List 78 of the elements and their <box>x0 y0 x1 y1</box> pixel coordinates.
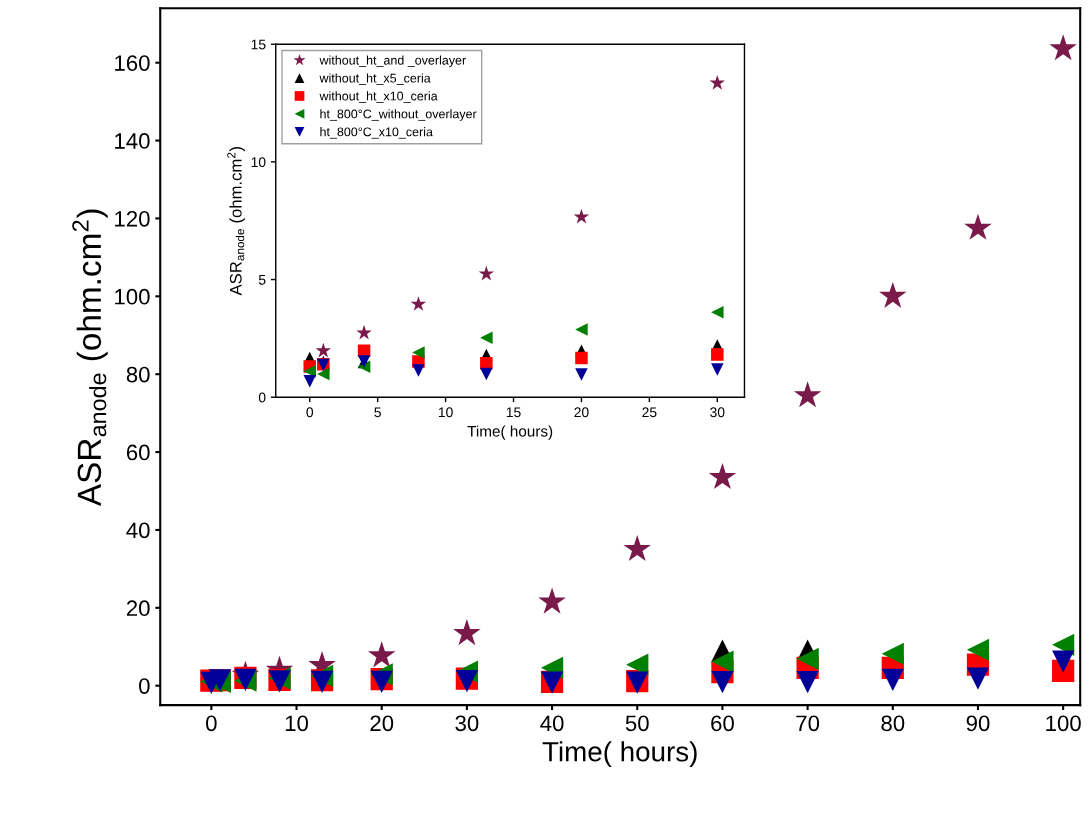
point <box>879 281 907 309</box>
point <box>480 367 493 381</box>
point <box>573 208 590 224</box>
point <box>711 348 724 361</box>
point <box>796 671 819 694</box>
x-tick-label: 10 <box>438 407 453 418</box>
legend-label: without_ht_x10_ceria <box>319 91 438 103</box>
x-tick-label: 0 <box>306 407 314 418</box>
x-axis-title: Time( hours) <box>467 425 553 440</box>
point <box>881 668 904 691</box>
x-tick-label: 15 <box>506 407 521 418</box>
y-tick-label: 80 <box>126 366 150 383</box>
point <box>303 365 316 378</box>
point <box>575 323 588 336</box>
legend-label: ht_800°C_without_overlayer <box>320 109 477 121</box>
point <box>303 374 316 388</box>
y-tick-label: 160 <box>115 55 150 71</box>
x-tick-label: 40 <box>540 715 564 732</box>
y-tick-label: 120 <box>115 210 150 227</box>
point <box>711 363 724 376</box>
x-tick-label: 30 <box>710 407 725 418</box>
x-tick-label: 20 <box>370 715 394 732</box>
x-tick-label: 10 <box>285 715 309 732</box>
x-tick-label: 30 <box>455 715 479 732</box>
y-tick-label: 5 <box>258 275 266 285</box>
x-tick-label: 20 <box>574 407 589 418</box>
point <box>964 213 992 240</box>
y-axis-title: ASR$_{anode}$ (ohm.cm$^{2}$) <box>72 209 108 507</box>
legend-label: ht_800°C_x10_ceria <box>320 127 433 139</box>
y-tick-label: 0 <box>258 392 266 403</box>
point <box>793 381 822 408</box>
y-tick-label: 140 <box>115 133 150 149</box>
x-axis-title: Time( hours) <box>542 741 697 768</box>
point <box>881 642 904 665</box>
point <box>412 346 425 359</box>
point <box>356 324 372 340</box>
point <box>575 368 588 381</box>
point <box>480 331 493 344</box>
point <box>966 667 990 690</box>
y-tick-label: 100 <box>115 288 150 305</box>
point <box>478 265 495 281</box>
point <box>315 342 332 358</box>
point <box>538 587 566 614</box>
point <box>709 74 726 90</box>
x-tick-label: 100 <box>1046 715 1081 732</box>
x-tick-label: 25 <box>642 407 657 418</box>
point <box>711 650 734 673</box>
point <box>575 351 588 365</box>
y-tick-label: 0 <box>139 678 150 694</box>
point <box>453 619 481 646</box>
point <box>623 534 651 562</box>
x-tick-label: 70 <box>796 715 820 732</box>
point <box>796 647 819 670</box>
point <box>367 641 396 668</box>
y-axis-title: ASR$_{anode}$ (ohm.cm$^{2}$) <box>227 147 245 296</box>
y-tick-label: 15 <box>251 39 266 50</box>
y-tick-label: 10 <box>251 157 266 168</box>
x-tick-label: 80 <box>881 715 905 732</box>
point <box>412 364 425 377</box>
point <box>711 306 724 319</box>
point <box>708 462 737 490</box>
point <box>317 367 330 381</box>
point <box>711 671 734 694</box>
y-tick-label: 40 <box>126 522 150 539</box>
x-tick-label: 60 <box>711 715 734 732</box>
x-tick-label: 50 <box>625 715 649 732</box>
legend-label: without_ht_and _overlayer <box>319 55 466 68</box>
y-tick-label: 20 <box>126 600 150 617</box>
y-tick-label: 60 <box>126 444 150 461</box>
x-tick-label: 90 <box>966 715 990 732</box>
x-tick-label: 0 <box>206 715 217 732</box>
point <box>1052 650 1075 673</box>
point <box>410 296 427 311</box>
point <box>1049 34 1077 61</box>
point <box>966 638 990 661</box>
x-tick-label: 5 <box>374 407 381 418</box>
point <box>626 653 649 676</box>
legend-label: without_ht_x5_ceria <box>319 73 431 85</box>
